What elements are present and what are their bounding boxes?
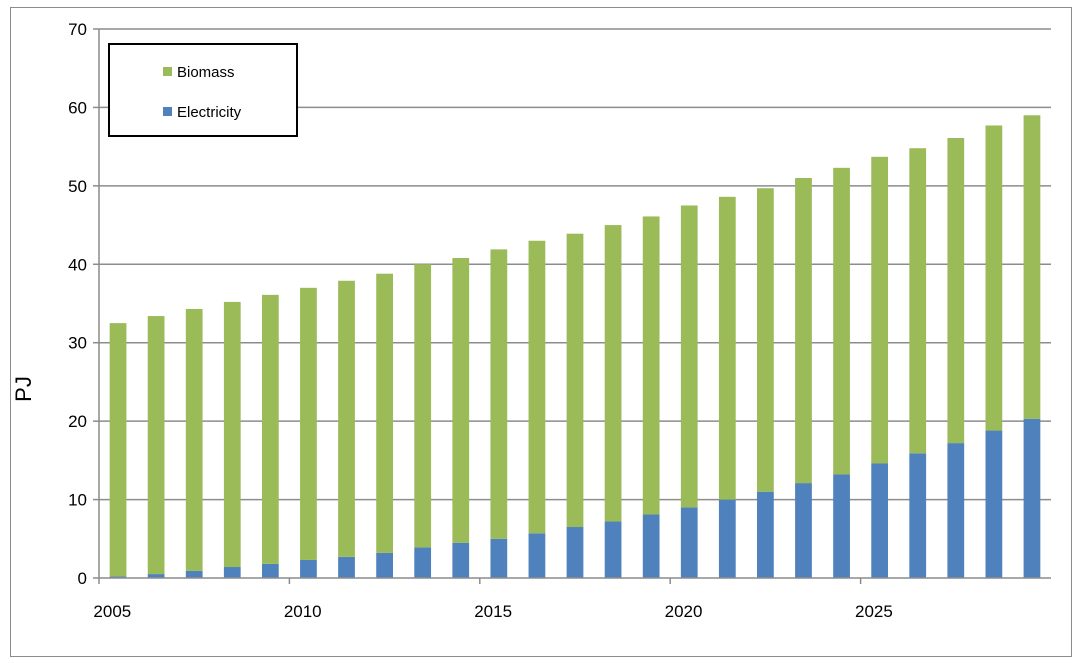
bar-biomass-2020 — [680, 205, 698, 508]
bar-electricity-2009 — [261, 563, 279, 578]
legend-label-biomass: Biomass — [177, 64, 235, 81]
bar-biomass-2016 — [528, 240, 546, 534]
bar-biomass-2010 — [300, 287, 317, 560]
y-tick-labels: 0 10 20 30 40 50 60 70 — [68, 20, 87, 588]
y-tick-label: 20 — [68, 412, 87, 431]
x-tick-label: 2015 — [474, 602, 512, 621]
bar-biomass-2029 — [1023, 115, 1041, 419]
bar-biomass-2015 — [490, 249, 508, 539]
bar-electricity-2006 — [147, 574, 165, 578]
bar-electricity-2025 — [871, 463, 889, 578]
bar-biomass-2026 — [909, 148, 927, 454]
bar-biomass-2006 — [147, 316, 165, 575]
y-tick-label: 70 — [68, 20, 87, 39]
bar-biomass-2013 — [414, 264, 432, 548]
bar-electricity-2024 — [833, 474, 850, 578]
axes — [98, 29, 1051, 584]
y-axis-label: PJ — [11, 376, 36, 402]
bar-electricity-2022 — [757, 491, 774, 578]
legend: Biomass Electricity — [108, 43, 298, 137]
bar-biomass-2023 — [795, 178, 812, 484]
y-tick-label: 60 — [68, 98, 87, 117]
x-tick-label: 2025 — [855, 602, 893, 621]
bar-biomass-2022 — [757, 188, 774, 492]
bar-electricity-2017 — [566, 527, 584, 578]
bar-electricity-2023 — [795, 483, 812, 578]
y-tick-label: 0 — [78, 569, 87, 588]
bar-electricity-2005 — [109, 576, 127, 578]
bar-electricity-2028 — [985, 430, 1003, 578]
bar-biomass-2012 — [376, 273, 393, 553]
bar-electricity-2013 — [414, 547, 432, 578]
bar-electricity-2027 — [947, 443, 965, 578]
bar-biomass-2025 — [871, 156, 889, 464]
bar-electricity-2014 — [452, 542, 470, 578]
x-tick-label: 2010 — [284, 602, 322, 621]
bar-biomass-2021 — [718, 196, 736, 500]
bar-electricity-2007 — [185, 570, 203, 578]
bar-biomass-2011 — [338, 280, 355, 557]
bar-electricity-2029 — [1023, 418, 1041, 578]
legend-swatch-biomass — [163, 67, 172, 76]
bar-electricity-2018 — [604, 521, 622, 578]
x-tick-label: 2005 — [93, 602, 131, 621]
bar-biomass-2007 — [185, 308, 203, 571]
bars — [109, 115, 1041, 578]
bar-electricity-2019 — [642, 514, 660, 578]
x-tick-labels: 2005 2010 2015 2020 2025 — [93, 602, 892, 621]
bar-biomass-2027 — [947, 138, 965, 444]
bar-biomass-2028 — [985, 125, 1003, 431]
legend-swatch-electricity — [163, 107, 172, 116]
bar-electricity-2020 — [680, 507, 698, 578]
bar-biomass-2024 — [833, 167, 850, 475]
bar-electricity-2008 — [223, 567, 241, 578]
y-tick-label: 30 — [68, 334, 87, 353]
x-tick-label: 2020 — [665, 602, 703, 621]
y-tick-label: 10 — [68, 491, 87, 510]
bar-electricity-2026 — [909, 453, 927, 578]
y-tick-label: 50 — [68, 177, 87, 196]
chart-frame: 0 10 20 30 40 50 60 70 2005 2010 2015 2020 2025 PJ … — [10, 7, 1072, 657]
bar-biomass-2017 — [566, 233, 584, 528]
bar-biomass-2008 — [223, 301, 241, 568]
bar-biomass-2018 — [604, 225, 622, 522]
y-tick-label: 40 — [68, 255, 87, 274]
bar-electricity-2010 — [300, 559, 317, 578]
bar-electricity-2011 — [338, 556, 355, 578]
bar-biomass-2005 — [109, 323, 127, 577]
bar-biomass-2009 — [261, 294, 279, 564]
bar-electricity-2021 — [718, 499, 736, 578]
bar-biomass-2014 — [452, 258, 470, 543]
bar-electricity-2016 — [528, 533, 546, 578]
bar-electricity-2012 — [376, 552, 393, 578]
legend-label-electricity: Electricity — [177, 104, 242, 121]
legend-box — [108, 43, 298, 137]
bar-biomass-2019 — [642, 216, 660, 515]
bar-electricity-2015 — [490, 538, 508, 578]
